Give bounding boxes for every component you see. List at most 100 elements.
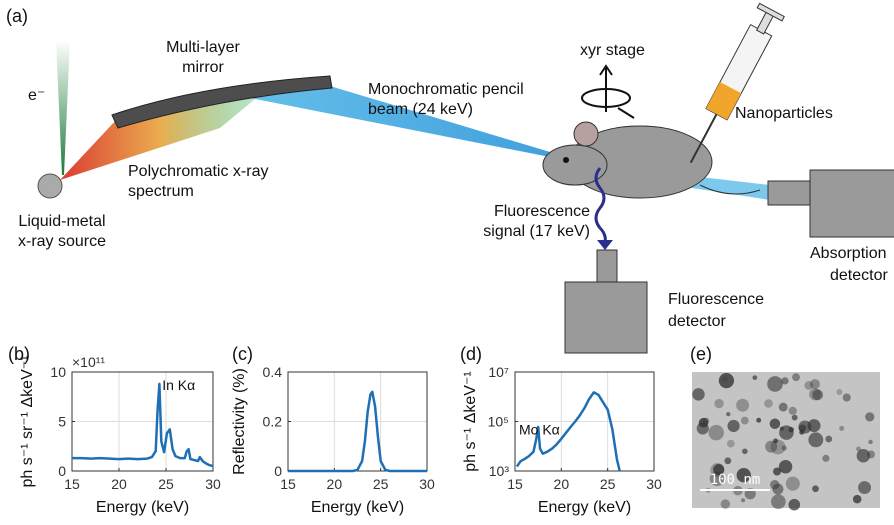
y-tick-label: 10³ — [489, 463, 510, 479]
y-axis-label: ph s⁻¹ ΔkeV⁻¹ — [462, 371, 479, 472]
panel-label: (d) — [460, 344, 482, 364]
x-tick-label: 25 — [158, 476, 174, 492]
fluorescence-signal-label: Fluorescence signal (17 keV) — [483, 203, 590, 240]
y-axis-label: Reflectivity (%) — [231, 368, 248, 475]
label-line: Fluorescence — [494, 203, 590, 220]
electron-label: e⁻ — [28, 87, 45, 104]
particle — [804, 381, 813, 390]
particle — [770, 419, 780, 429]
particle — [808, 432, 823, 447]
x-axis-label: Energy (keV) — [311, 499, 404, 516]
x-tick-label: 25 — [373, 476, 389, 492]
x-tick-label: 20 — [554, 476, 570, 492]
y-axis-label: ph s⁻¹ sr⁻¹ ΔkeV⁻¹ — [19, 355, 36, 487]
particle — [708, 425, 723, 440]
particle — [825, 436, 832, 443]
x-tick-label: 20 — [111, 476, 127, 492]
label-line: spectrum — [128, 183, 194, 200]
particle — [786, 477, 800, 491]
particle — [727, 440, 735, 448]
particle — [714, 399, 723, 408]
label-line: x-ray source — [18, 233, 106, 250]
label-line: Monochromatic pencil — [368, 81, 524, 98]
y-tick-label: 5 — [58, 414, 66, 430]
y-tick-label: 10⁷ — [488, 364, 509, 380]
particle — [771, 440, 786, 455]
label-line: Fluorescence — [668, 291, 764, 308]
particle — [809, 388, 821, 400]
particle — [699, 418, 709, 428]
particle — [772, 484, 783, 495]
particle — [741, 417, 749, 425]
particle — [853, 495, 862, 504]
y-tick-label: 10 — [50, 364, 66, 380]
scale-bar-label: 100 nm — [710, 472, 761, 488]
source-label: Liquid-metal x-ray source — [18, 213, 106, 250]
panel-label: (a) — [6, 6, 28, 26]
label-line: Polychromatic x-ray — [128, 163, 268, 180]
particle — [752, 375, 757, 380]
particle — [789, 407, 797, 415]
label-line: detector — [668, 313, 726, 330]
annotation: Mo Kα — [519, 421, 560, 437]
electron-beam — [56, 40, 70, 175]
x-tick-label: 15 — [64, 476, 80, 492]
panel-label: (c) — [232, 344, 253, 364]
label-line: Absorption — [810, 245, 887, 262]
polychromatic-label: Polychromatic x-ray spectrum — [128, 163, 268, 200]
label-line: Multi-layer — [166, 39, 240, 56]
particle — [799, 430, 804, 435]
particle — [788, 499, 800, 511]
particle — [839, 426, 844, 431]
particle — [724, 457, 731, 464]
particle — [771, 494, 786, 509]
particle — [767, 376, 783, 392]
particle — [843, 393, 851, 401]
fluorescence-detector-label: Fluorescence detector — [668, 291, 764, 330]
figure: (a) e⁻ Multi-layer mirror Liquid-metal x-r… — [0, 0, 894, 525]
particle — [868, 440, 872, 444]
particle — [756, 418, 761, 423]
y-tick-label: 0 — [58, 463, 66, 479]
particle — [779, 460, 792, 473]
stage-label: xyr stage — [580, 42, 645, 59]
particle — [721, 499, 730, 508]
detector-head — [768, 181, 810, 205]
particle — [808, 419, 821, 432]
absorption-detector — [810, 170, 894, 237]
y-tick-label: 0.2 — [263, 414, 283, 430]
particle — [726, 412, 730, 416]
label-line: signal (17 keV) — [483, 223, 590, 240]
fluorescence-detector — [565, 282, 647, 353]
x-tick-label: 30 — [205, 476, 221, 492]
x-axis-label: Energy (keV) — [96, 499, 189, 516]
nanoparticles-label: Nanoparticles — [735, 105, 833, 122]
x-tick-label: 15 — [280, 476, 296, 492]
arrow-head — [597, 240, 613, 250]
particle — [812, 485, 819, 492]
particle — [858, 481, 871, 494]
particle — [727, 420, 739, 432]
x-tick-label: 20 — [327, 476, 343, 492]
x-tick-label: 30 — [646, 476, 662, 492]
mirror-label: Multi-layer mirror — [166, 39, 240, 76]
particle — [779, 403, 788, 412]
label-line: beam (24 keV) — [368, 101, 473, 118]
y-tick-label: 10⁵ — [488, 414, 509, 430]
x-axis-label: Energy (keV) — [538, 499, 631, 516]
particle — [764, 399, 773, 408]
source — [38, 174, 62, 198]
particle — [836, 389, 842, 395]
stage-arrows — [582, 66, 634, 118]
particle — [865, 412, 874, 421]
particle — [723, 376, 728, 381]
panel-label: (e) — [690, 344, 712, 364]
x-tick-label: 25 — [600, 476, 616, 492]
label-line: mirror — [182, 59, 224, 76]
annotation: In Kα — [162, 377, 195, 393]
y-tick-label: 0.4 — [263, 364, 283, 380]
particle — [692, 388, 704, 400]
label-line: Liquid-metal — [18, 213, 105, 230]
particle — [792, 373, 800, 381]
